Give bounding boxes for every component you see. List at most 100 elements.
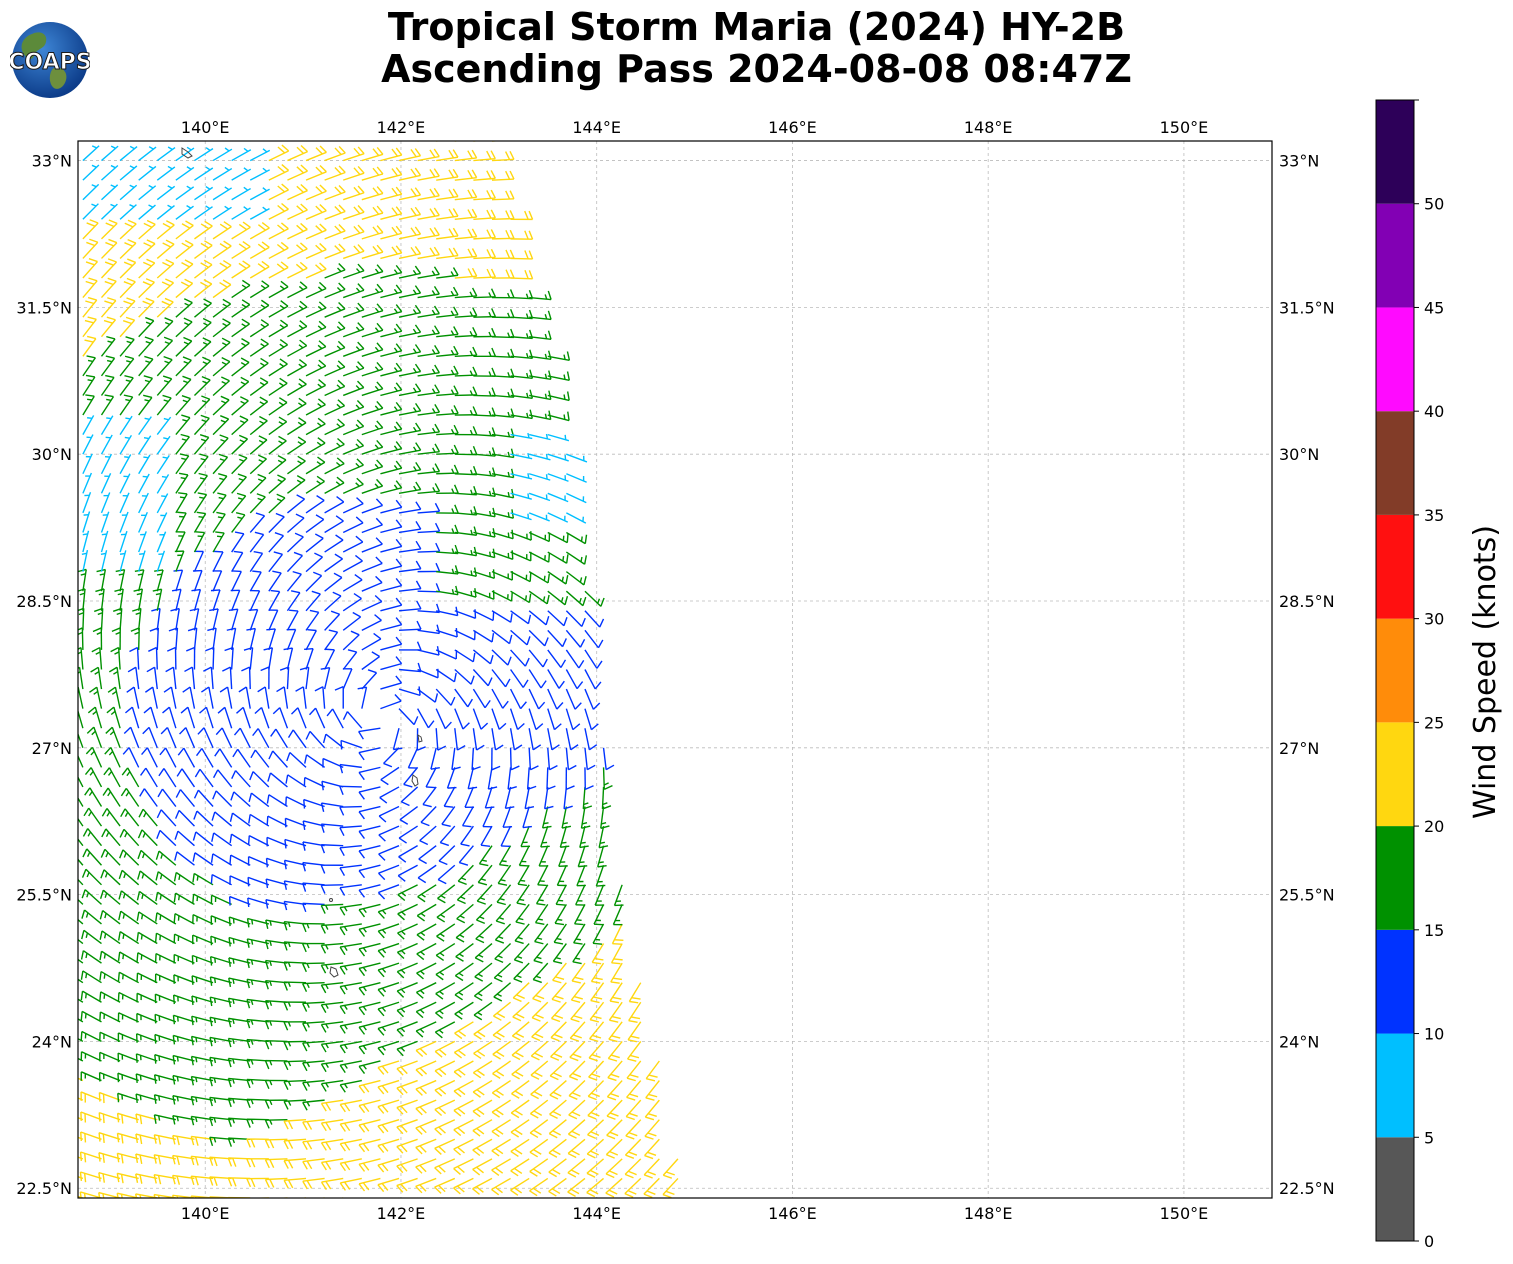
wind-barb — [454, 189, 478, 201]
wind-barb — [491, 629, 513, 645]
wind-barb — [99, 950, 121, 964]
wind-barb — [547, 512, 569, 523]
wind-barb — [343, 146, 365, 162]
wind-barb — [246, 1098, 269, 1108]
wind-barb — [380, 441, 403, 455]
wind-barb — [419, 825, 437, 846]
wind-barb — [81, 909, 102, 925]
title-line-2: Ascending Pass 2024-08-08 08:47Z — [381, 47, 1132, 91]
wind-barb — [175, 146, 195, 162]
wind-barb — [105, 726, 121, 749]
wind-barb — [547, 391, 570, 402]
wind-barb — [231, 186, 251, 201]
wind-barb — [138, 531, 147, 553]
wind-barb — [532, 982, 549, 1003]
island-hahajima — [417, 733, 423, 743]
wind-barb — [231, 492, 247, 514]
wind-barb — [415, 1079, 437, 1096]
wind-barb — [135, 1073, 158, 1083]
chart-title: Tropical Storm Maria (2024) HY-2B Ascend… — [0, 6, 1513, 90]
wind-barb — [454, 149, 478, 162]
wind-barb — [268, 474, 286, 494]
wind-barb — [339, 884, 362, 896]
wind-barb — [436, 326, 459, 338]
wind-barb — [231, 454, 248, 475]
wind-barb — [265, 898, 288, 909]
wind-barb — [436, 141, 441, 142]
wind-barb — [361, 400, 384, 416]
wind-barb — [174, 809, 195, 827]
wind-barb — [249, 550, 264, 573]
wind-barb — [417, 864, 437, 884]
wind-barb — [645, 1080, 660, 1101]
wind-barb — [78, 646, 84, 670]
wind-barb — [398, 422, 422, 436]
wind-barb — [231, 570, 242, 592]
wind-barb — [377, 962, 400, 978]
wind-barb — [587, 1099, 605, 1120]
wind-barb — [547, 728, 560, 751]
wind-barb — [233, 727, 251, 749]
wind-barb — [456, 884, 474, 905]
wind-barb — [268, 551, 283, 573]
wind-barb — [436, 385, 459, 397]
wind-barb — [324, 476, 345, 494]
wind-barb — [100, 258, 118, 279]
wind-barb — [286, 532, 304, 553]
wind-barb — [209, 976, 232, 986]
colorbar-segment — [1376, 1137, 1414, 1241]
wind-barb — [305, 533, 324, 553]
wind-barb — [377, 1158, 400, 1173]
wind-barb — [590, 982, 605, 1004]
wind-barb — [342, 497, 364, 514]
colorbar-tick-label: 0 — [1424, 1232, 1434, 1251]
wind-barb — [461, 806, 474, 828]
wind-barb — [174, 830, 195, 847]
wind-barb — [228, 608, 239, 631]
wind-barb — [212, 318, 231, 338]
wind-barb — [283, 1119, 307, 1130]
wind-barb — [156, 809, 177, 827]
wind-barb — [324, 610, 341, 631]
wind-barb — [172, 1154, 195, 1166]
wind-barb — [305, 437, 326, 455]
wind-barb — [156, 375, 173, 396]
wind-barb — [283, 941, 307, 951]
wind-barb — [98, 1191, 121, 1198]
wind-barb — [264, 1138, 288, 1149]
wind-barb — [151, 607, 161, 631]
wind-barb — [357, 686, 368, 709]
wind-barb — [510, 1119, 530, 1138]
wind-barb — [415, 1158, 437, 1174]
wind-barb — [484, 786, 495, 809]
wind-barb — [238, 686, 251, 709]
colorbar-segment — [1376, 307, 1414, 412]
wind-barb — [510, 432, 533, 440]
wind-barb — [247, 834, 270, 847]
wind-barb — [358, 1060, 381, 1074]
wind-barb — [584, 688, 601, 710]
wind-barb — [407, 747, 419, 769]
wind-barb — [339, 1158, 362, 1172]
wind-barb — [175, 185, 195, 201]
wind-barb — [82, 164, 100, 181]
wind-barb — [454, 406, 478, 416]
wind-barb — [194, 185, 214, 201]
wind-barb — [454, 287, 478, 299]
wind-barb — [153, 1114, 177, 1124]
lon-tick-label-top: 150°E — [1160, 118, 1209, 137]
wind-barb — [224, 646, 234, 670]
wind-barb — [302, 861, 325, 872]
wind-barb — [138, 141, 140, 142]
wind-barb — [156, 435, 171, 455]
wind-barb — [436, 606, 459, 617]
wind-barb — [504, 786, 515, 810]
wind-barb — [138, 219, 156, 240]
wind-barb — [515, 903, 530, 925]
wind-barb — [561, 806, 572, 829]
wind-barb — [396, 1099, 418, 1115]
wind-barb — [95, 588, 105, 611]
wind-barb — [577, 845, 588, 868]
wind-barb — [380, 284, 403, 299]
